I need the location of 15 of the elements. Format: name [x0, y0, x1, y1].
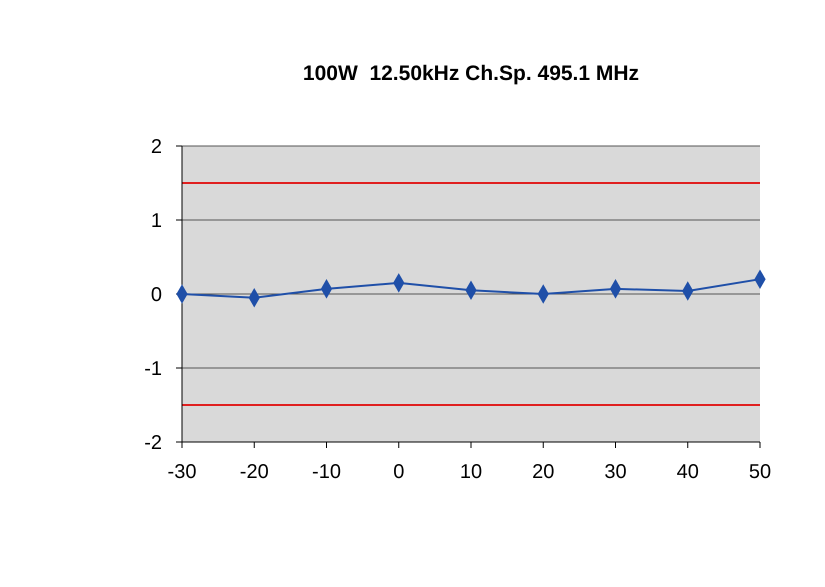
x-tick-label: 50: [748, 461, 772, 483]
y-tick-label: 1: [150, 210, 162, 232]
x-tick-label: 0: [393, 461, 404, 483]
x-tick-label: 40: [676, 461, 699, 483]
y-tick-label: -1: [144, 358, 162, 380]
x-tick-label: -20: [240, 461, 269, 483]
x-tick-label: -30: [168, 461, 196, 483]
chart-title: 100W 12.50kHz Ch.Sp. 495.1 MHz: [302, 62, 640, 85]
y-tick-label: 0: [150, 284, 162, 306]
x-tick-label: 10: [460, 461, 482, 483]
x-tick-label: 30: [604, 461, 627, 483]
y-tick-label: 2: [150, 136, 162, 158]
y-tick-label: -2: [144, 432, 162, 454]
x-tick-label: 20: [532, 461, 554, 483]
x-tick-label: -10: [312, 461, 341, 483]
